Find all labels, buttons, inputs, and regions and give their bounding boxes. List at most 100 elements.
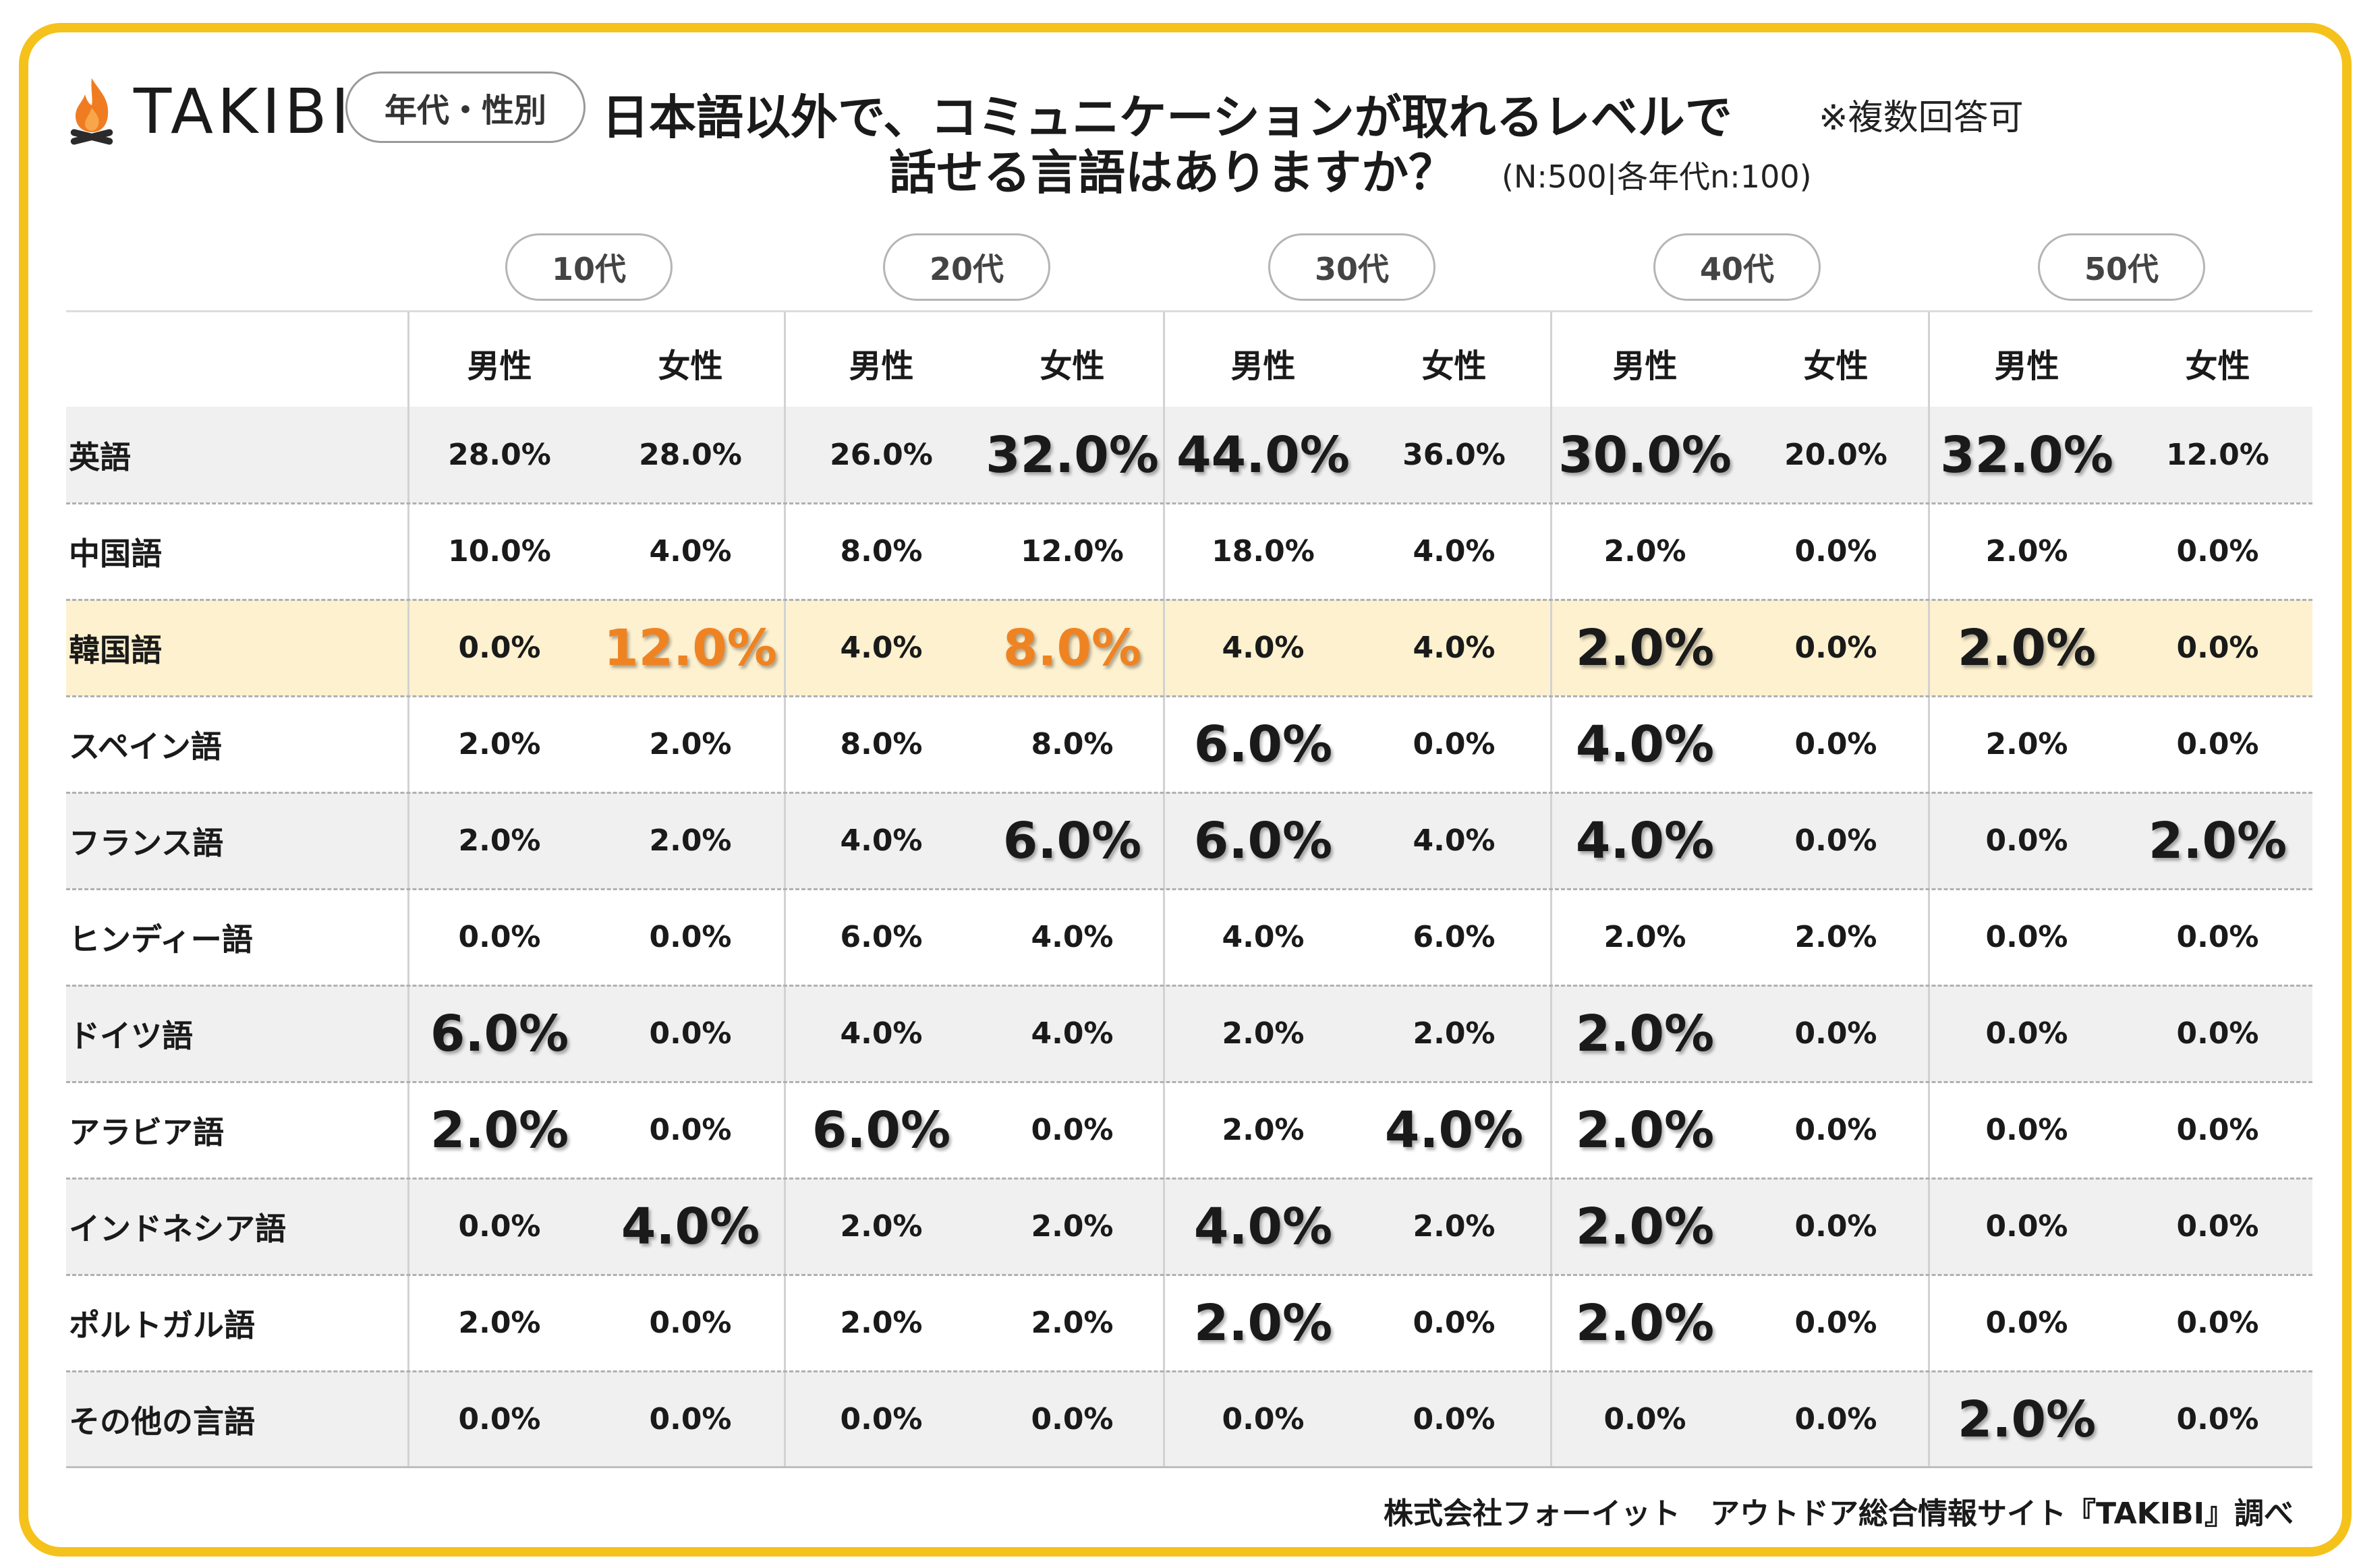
percentage-cell: 2.0%	[1413, 1016, 1496, 1051]
age-group-pill: 30代	[1268, 233, 1435, 301]
percentage-cell: 0.0%	[1794, 823, 1877, 858]
percentage-cell: 2.0%	[1575, 1004, 1715, 1063]
percentage-cell: 0.0%	[2176, 631, 2259, 665]
title-line-1: 日本語以外で、コミュニケーションが取れるレベルで	[602, 90, 1732, 145]
percentage-cell: 0.0%	[649, 1402, 732, 1436]
percentage-cell: 0.0%	[2176, 1016, 2259, 1051]
percentage-cell: 0.0%	[1985, 1113, 2068, 1147]
percentage-cell: 0.0%	[2176, 1306, 2259, 1340]
percentage-cell: 8.0%	[1002, 618, 1142, 677]
percentage-cell: 2.0%	[649, 727, 732, 761]
percentage-cell: 0.0%	[1222, 1402, 1305, 1436]
language-label: 中国語	[69, 535, 162, 572]
gender-header: 女性	[2185, 347, 2250, 385]
percentage-cell: 18.0%	[1212, 534, 1315, 569]
percentage-cell: 2.0%	[1575, 1197, 1715, 1256]
percentage-cell: 4.0%	[1222, 920, 1305, 954]
percentage-cell: 4.0%	[1413, 823, 1496, 858]
percentage-cell: 30.0%	[1558, 426, 1732, 484]
percentage-cell: 0.0%	[1794, 727, 1877, 761]
row-separator	[66, 888, 2312, 890]
language-label: スペイン語	[69, 728, 222, 765]
percentage-cell: 20.0%	[1784, 438, 1887, 472]
percentage-cell: 0.0%	[1794, 1402, 1877, 1436]
row-separator	[66, 792, 2312, 794]
brand-name: TAKIBI	[134, 75, 353, 148]
percentage-cell: 0.0%	[1985, 1016, 2068, 1051]
percentage-cell: 2.0%	[840, 1306, 923, 1340]
percentage-cell: 0.0%	[840, 1402, 923, 1436]
percentage-cell: 26.0%	[830, 438, 933, 472]
highlight-row-background	[66, 600, 2312, 696]
multi-answer-note: ※複数回答可	[1819, 98, 2024, 138]
percentage-cell: 2.0%	[458, 727, 541, 761]
percentage-cell: 8.0%	[1031, 727, 1114, 761]
age-group-pill: 20代	[883, 233, 1050, 301]
category-tag: 年代・性別	[345, 71, 586, 143]
percentage-cell: 2.0%	[1031, 1209, 1114, 1244]
row-separator	[66, 985, 2312, 987]
percentage-cell: 0.0%	[2176, 727, 2259, 761]
percentage-cell: 4.0%	[840, 631, 923, 665]
language-label: その他の言語	[69, 1403, 255, 1440]
percentage-cell: 6.0%	[1193, 715, 1333, 774]
percentage-cell: 6.0%	[1193, 811, 1333, 870]
percentage-cell: 0.0%	[1031, 1113, 1114, 1147]
percentage-cell: 12.0%	[604, 618, 777, 677]
percentage-cell: 36.0%	[1402, 438, 1506, 472]
percentage-cell: 0.0%	[458, 1402, 541, 1436]
percentage-cell: 12.0%	[1021, 534, 1124, 569]
header-divider	[66, 310, 2312, 312]
percentage-cell: 4.0%	[1575, 811, 1715, 870]
row-background	[66, 503, 2312, 600]
gender-header: 女性	[1803, 347, 1869, 385]
percentage-cell: 6.0%	[840, 920, 923, 954]
gender-header: 男性	[467, 347, 532, 385]
percentage-cell: 32.0%	[1940, 426, 2113, 484]
percentage-cell: 4.0%	[1031, 920, 1114, 954]
log-shape	[70, 129, 113, 145]
row-background	[66, 792, 2312, 889]
percentage-cell: 44.0%	[1176, 426, 1350, 484]
percentage-cell: 2.0%	[1575, 1101, 1715, 1159]
percentage-cell: 4.0%	[1575, 715, 1715, 774]
percentage-cell: 4.0%	[1222, 631, 1305, 665]
percentage-cell: 0.0%	[649, 1113, 732, 1147]
percentage-cell: 2.0%	[1575, 1294, 1715, 1352]
language-label: ポルトガル語	[69, 1306, 255, 1343]
percentage-cell: 28.0%	[639, 438, 742, 472]
percentage-cell: 4.0%	[840, 1016, 923, 1051]
percentage-cell: 0.0%	[2176, 1209, 2259, 1244]
percentage-cell: 0.0%	[649, 1306, 732, 1340]
percentage-cell: 4.0%	[1193, 1197, 1333, 1256]
flame-inner-shape	[85, 108, 99, 131]
percentage-cell: 0.0%	[1794, 1306, 1877, 1340]
percentage-cell: 0.0%	[1603, 1402, 1686, 1436]
row-background	[66, 696, 2312, 792]
row-separator	[66, 599, 2312, 601]
language-label: ヒンディー語	[69, 921, 253, 958]
row-background	[66, 1178, 2312, 1275]
percentage-cell: 4.0%	[1031, 1016, 1114, 1051]
language-label: ドイツ語	[69, 1017, 193, 1054]
gender-header: 男性	[1612, 347, 1678, 385]
row-separator	[66, 1370, 2312, 1372]
percentage-cell: 2.0%	[458, 823, 541, 858]
age-group-pill: 50代	[2038, 233, 2205, 301]
percentage-cell: 0.0%	[2176, 920, 2259, 954]
percentage-cell: 2.0%	[1575, 618, 1715, 677]
percentage-cell: 2.0%	[840, 1209, 923, 1244]
percentage-cell: 0.0%	[1985, 1209, 2068, 1244]
percentage-cell: 2.0%	[1957, 618, 2097, 677]
percentage-cell: 0.0%	[458, 920, 541, 954]
age-group-pill: 40代	[1653, 233, 1821, 301]
row-separator	[66, 695, 2312, 697]
percentage-cell: 2.0%	[1031, 1306, 1114, 1340]
row-separator	[66, 1274, 2312, 1276]
row-separator	[66, 1081, 2312, 1083]
percentage-cell: 0.0%	[1794, 1209, 1877, 1244]
percentage-cell: 0.0%	[649, 920, 732, 954]
percentage-cell: 28.0%	[448, 438, 551, 472]
language-label: アラビア語	[69, 1113, 224, 1151]
percentage-cell: 4.0%	[1384, 1101, 1524, 1159]
